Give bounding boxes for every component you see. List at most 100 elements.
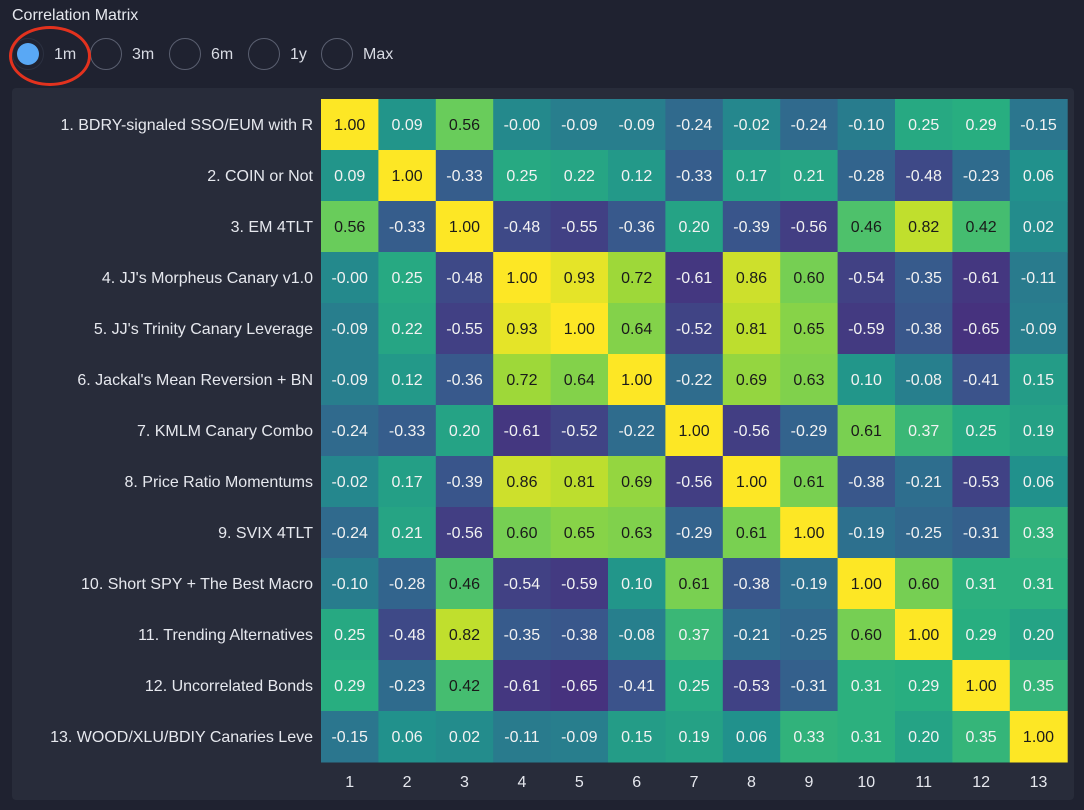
heatmap-cell-5-7[interactable] bbox=[665, 303, 724, 355]
heatmap-cell-4-12[interactable] bbox=[952, 252, 1011, 304]
heatmap-cell-11-10[interactable] bbox=[837, 609, 896, 661]
heatmap-cell-6-1[interactable] bbox=[321, 354, 379, 406]
heatmap-cell-3-3[interactable] bbox=[435, 201, 494, 253]
heatmap-cell-13-2[interactable] bbox=[378, 711, 437, 763]
heatmap-cell-2-3[interactable] bbox=[435, 150, 494, 202]
heatmap-cell-6-4[interactable] bbox=[493, 354, 552, 406]
heatmap-cell-6-8[interactable] bbox=[722, 354, 781, 406]
heatmap-cell-5-12[interactable] bbox=[952, 303, 1011, 355]
heatmap-cell-2-5[interactable] bbox=[550, 150, 609, 202]
heatmap-cell-2-7[interactable] bbox=[665, 150, 724, 202]
heatmap-cell-13-6[interactable] bbox=[608, 711, 666, 763]
heatmap-cell-7-4[interactable] bbox=[493, 405, 552, 457]
heatmap-cell-1-4[interactable] bbox=[493, 99, 552, 151]
heatmap-cell-9-5[interactable] bbox=[550, 507, 609, 559]
heatmap-cell-9-12[interactable] bbox=[952, 507, 1011, 559]
heatmap-cell-2-4[interactable] bbox=[493, 150, 552, 202]
heatmap-cell-3-7[interactable] bbox=[665, 201, 724, 253]
heatmap-cell-9-9[interactable] bbox=[780, 507, 839, 559]
heatmap-cell-2-12[interactable] bbox=[952, 150, 1011, 202]
heatmap-cell-13-5[interactable] bbox=[550, 711, 609, 763]
heatmap-cell-11-12[interactable] bbox=[952, 609, 1011, 661]
heatmap-cell-10-11[interactable] bbox=[895, 558, 953, 610]
heatmap-cell-12-8[interactable] bbox=[722, 660, 781, 712]
heatmap-cell-11-4[interactable] bbox=[493, 609, 552, 661]
heatmap-cell-12-7[interactable] bbox=[665, 660, 724, 712]
heatmap-cell-4-8[interactable] bbox=[722, 252, 781, 304]
heatmap-cell-1-6[interactable] bbox=[608, 99, 666, 151]
heatmap-cell-4-7[interactable] bbox=[665, 252, 724, 304]
heatmap-cell-6-9[interactable] bbox=[780, 354, 839, 406]
heatmap-cell-7-11[interactable] bbox=[895, 405, 953, 457]
heatmap-cell-10-8[interactable] bbox=[722, 558, 781, 610]
heatmap-cell-3-1[interactable] bbox=[321, 201, 379, 253]
heatmap-cell-9-2[interactable] bbox=[378, 507, 437, 559]
heatmap-cell-13-1[interactable] bbox=[321, 711, 379, 763]
heatmap-cell-1-2[interactable] bbox=[378, 99, 437, 151]
heatmap-cell-5-4[interactable] bbox=[493, 303, 552, 355]
heatmap-cell-2-10[interactable] bbox=[837, 150, 896, 202]
heatmap-cell-1-7[interactable] bbox=[665, 99, 724, 151]
heatmap-cell-13-8[interactable] bbox=[722, 711, 781, 763]
heatmap-cell-7-9[interactable] bbox=[780, 405, 839, 457]
heatmap-cell-13-3[interactable] bbox=[435, 711, 494, 763]
heatmap-cell-1-1[interactable] bbox=[321, 99, 379, 151]
heatmap-cell-6-3[interactable] bbox=[435, 354, 494, 406]
heatmap-cell-8-6[interactable] bbox=[608, 456, 666, 508]
heatmap-cell-10-6[interactable] bbox=[608, 558, 666, 610]
heatmap-cell-10-10[interactable] bbox=[837, 558, 896, 610]
heatmap-cell-11-2[interactable] bbox=[378, 609, 437, 661]
heatmap-cell-13-12[interactable] bbox=[952, 711, 1011, 763]
heatmap-cell-10-7[interactable] bbox=[665, 558, 724, 610]
heatmap-cell-5-1[interactable] bbox=[321, 303, 379, 355]
heatmap-cell-12-13[interactable] bbox=[1009, 660, 1068, 712]
heatmap-cell-11-7[interactable] bbox=[665, 609, 724, 661]
heatmap-cell-5-11[interactable] bbox=[895, 303, 953, 355]
heatmap-cell-9-13[interactable] bbox=[1009, 507, 1068, 559]
heatmap-cell-10-1[interactable] bbox=[321, 558, 379, 610]
heatmap-cell-9-8[interactable] bbox=[722, 507, 781, 559]
heatmap-cell-3-6[interactable] bbox=[608, 201, 666, 253]
heatmap-cell-6-12[interactable] bbox=[952, 354, 1011, 406]
radio-1y[interactable] bbox=[248, 38, 280, 70]
heatmap-cell-7-6[interactable] bbox=[608, 405, 666, 457]
heatmap-cell-8-2[interactable] bbox=[378, 456, 437, 508]
heatmap-cell-1-10[interactable] bbox=[837, 99, 896, 151]
heatmap-cell-4-9[interactable] bbox=[780, 252, 839, 304]
heatmap-cell-11-1[interactable] bbox=[321, 609, 379, 661]
heatmap-cell-2-11[interactable] bbox=[895, 150, 953, 202]
heatmap-cell-5-5[interactable] bbox=[550, 303, 609, 355]
heatmap-cell-9-10[interactable] bbox=[837, 507, 896, 559]
heatmap-cell-5-13[interactable] bbox=[1009, 303, 1068, 355]
heatmap-cell-4-10[interactable] bbox=[837, 252, 896, 304]
heatmap-cell-1-5[interactable] bbox=[550, 99, 609, 151]
heatmap-cell-8-9[interactable] bbox=[780, 456, 839, 508]
heatmap-cell-2-8[interactable] bbox=[722, 150, 781, 202]
heatmap-cell-11-6[interactable] bbox=[608, 609, 666, 661]
heatmap-cell-2-2[interactable] bbox=[378, 150, 437, 202]
heatmap-cell-13-9[interactable] bbox=[780, 711, 839, 763]
heatmap-cell-6-7[interactable] bbox=[665, 354, 724, 406]
heatmap-cell-12-11[interactable] bbox=[895, 660, 953, 712]
heatmap-cell-8-10[interactable] bbox=[837, 456, 896, 508]
heatmap-cell-8-11[interactable] bbox=[895, 456, 953, 508]
heatmap-cell-12-4[interactable] bbox=[493, 660, 552, 712]
heatmap-cell-3-13[interactable] bbox=[1009, 201, 1068, 253]
heatmap-cell-7-12[interactable] bbox=[952, 405, 1011, 457]
heatmap-cell-4-11[interactable] bbox=[895, 252, 953, 304]
heatmap-cell-6-10[interactable] bbox=[837, 354, 896, 406]
heatmap-cell-5-2[interactable] bbox=[378, 303, 437, 355]
heatmap-cell-3-12[interactable] bbox=[952, 201, 1011, 253]
heatmap-cell-8-7[interactable] bbox=[665, 456, 724, 508]
radio-6m[interactable] bbox=[169, 38, 201, 70]
heatmap-cell-11-9[interactable] bbox=[780, 609, 839, 661]
heatmap-cell-12-12[interactable] bbox=[952, 660, 1011, 712]
heatmap-cell-9-4[interactable] bbox=[493, 507, 552, 559]
heatmap-cell-6-11[interactable] bbox=[895, 354, 953, 406]
heatmap-cell-12-6[interactable] bbox=[608, 660, 666, 712]
heatmap-cell-3-9[interactable] bbox=[780, 201, 839, 253]
heatmap-cell-3-4[interactable] bbox=[493, 201, 552, 253]
heatmap-cell-7-3[interactable] bbox=[435, 405, 494, 457]
heatmap-cell-10-5[interactable] bbox=[550, 558, 609, 610]
heatmap-cell-11-5[interactable] bbox=[550, 609, 609, 661]
